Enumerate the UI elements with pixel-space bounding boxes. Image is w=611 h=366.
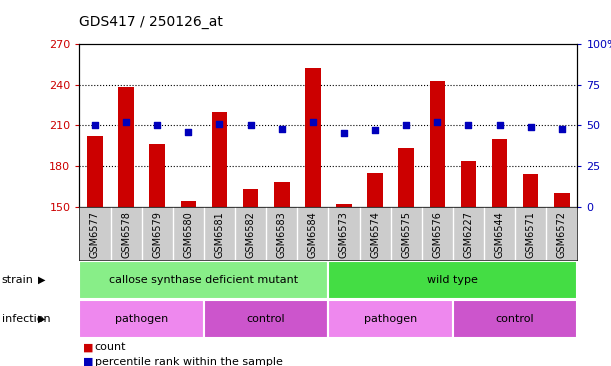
- Text: ▶: ▶: [38, 314, 45, 324]
- Text: GSM6571: GSM6571: [525, 211, 536, 258]
- Point: [246, 122, 255, 128]
- Text: callose synthase deficient mutant: callose synthase deficient mutant: [109, 275, 299, 285]
- Text: count: count: [95, 342, 126, 352]
- Text: GSM6576: GSM6576: [433, 211, 442, 258]
- Text: pathogen: pathogen: [364, 314, 417, 324]
- Point: [401, 122, 411, 128]
- Text: pathogen: pathogen: [115, 314, 168, 324]
- Text: GDS417 / 250126_at: GDS417 / 250126_at: [79, 15, 223, 29]
- Bar: [243, 189, 258, 207]
- Text: GSM6544: GSM6544: [494, 211, 505, 258]
- Point: [308, 119, 318, 125]
- Text: GSM6583: GSM6583: [277, 211, 287, 258]
- Bar: [329, 300, 453, 338]
- Text: ■: ■: [82, 342, 93, 352]
- Text: GSM6580: GSM6580: [183, 211, 193, 258]
- Bar: [79, 300, 204, 338]
- Point: [495, 122, 505, 128]
- Bar: [461, 161, 476, 207]
- Point: [90, 122, 100, 128]
- Bar: [150, 144, 165, 207]
- Text: GSM6575: GSM6575: [401, 211, 411, 258]
- Bar: [204, 300, 329, 338]
- Bar: [554, 193, 569, 207]
- Point: [433, 119, 442, 125]
- Text: GSM6573: GSM6573: [339, 211, 349, 258]
- Text: infection: infection: [2, 314, 51, 324]
- Text: percentile rank within the sample: percentile rank within the sample: [95, 357, 282, 366]
- Bar: [329, 261, 577, 299]
- Text: GSM6579: GSM6579: [152, 211, 163, 258]
- Bar: [492, 139, 507, 207]
- Text: ■: ■: [82, 357, 93, 366]
- Text: GSM6572: GSM6572: [557, 211, 567, 258]
- Bar: [305, 68, 321, 207]
- Text: control: control: [496, 314, 535, 324]
- Point: [464, 122, 474, 128]
- Bar: [398, 149, 414, 207]
- Bar: [119, 87, 134, 207]
- Text: control: control: [247, 314, 285, 324]
- Point: [121, 119, 131, 125]
- Text: GSM6578: GSM6578: [121, 211, 131, 258]
- Bar: [211, 112, 227, 207]
- Bar: [430, 81, 445, 207]
- Bar: [87, 136, 103, 207]
- Text: GSM6577: GSM6577: [90, 211, 100, 258]
- Point: [214, 121, 224, 127]
- Point: [152, 122, 162, 128]
- Point: [277, 126, 287, 131]
- Text: GSM6581: GSM6581: [214, 211, 224, 258]
- Bar: [274, 182, 290, 207]
- Text: GSM6574: GSM6574: [370, 211, 380, 258]
- Text: strain: strain: [2, 275, 34, 285]
- Text: GSM6227: GSM6227: [464, 211, 474, 258]
- Point: [183, 129, 193, 135]
- Bar: [181, 201, 196, 207]
- Text: ▶: ▶: [38, 275, 45, 285]
- Text: GSM6582: GSM6582: [246, 211, 255, 258]
- Point: [339, 131, 349, 137]
- Point: [370, 127, 380, 133]
- Bar: [453, 300, 577, 338]
- Bar: [336, 204, 352, 207]
- Text: GSM6584: GSM6584: [308, 211, 318, 258]
- Point: [526, 124, 536, 130]
- Bar: [523, 174, 538, 207]
- Point: [557, 126, 567, 131]
- Bar: [79, 261, 329, 299]
- Bar: [367, 173, 383, 207]
- Text: wild type: wild type: [428, 275, 478, 285]
